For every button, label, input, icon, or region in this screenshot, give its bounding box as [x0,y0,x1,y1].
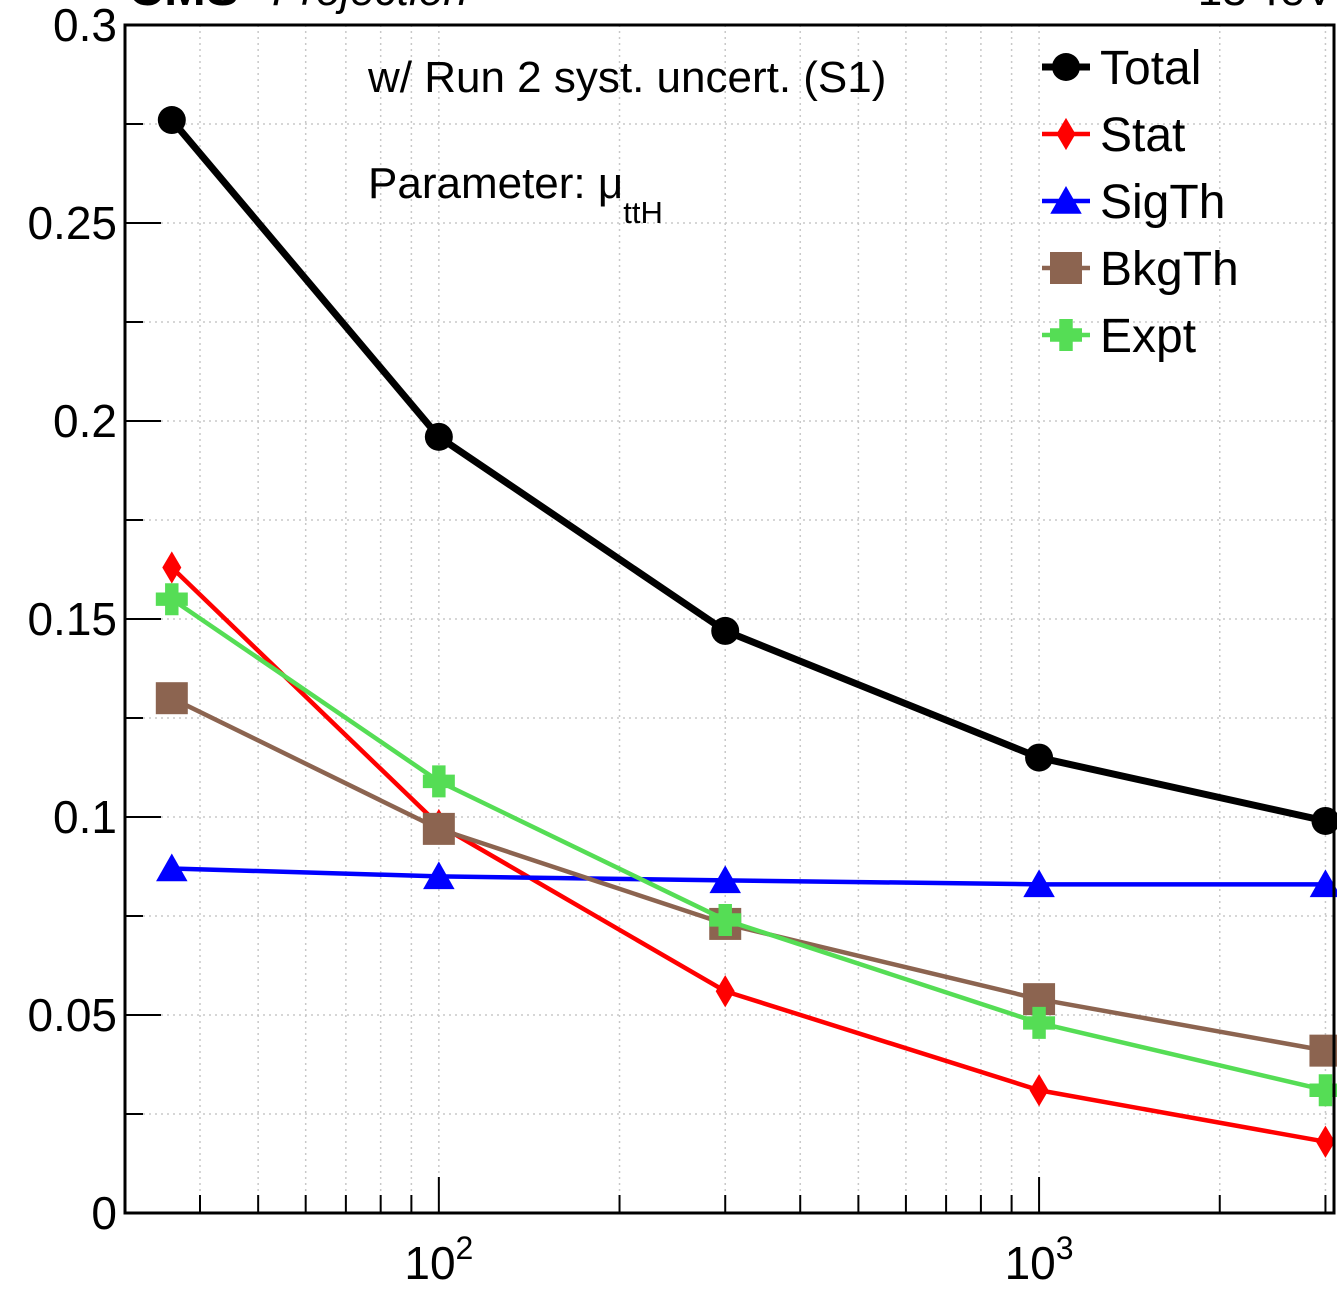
legend-label: Expt [1100,310,1196,363]
series-total [157,106,1337,835]
energy-label: 13 TeV [1198,0,1335,15]
data-point [715,975,735,1008]
legend-marker [1050,319,1082,351]
legend-item-sigth: SigTh [1042,176,1225,229]
grid [124,24,1334,1214]
legend-label: SigTh [1100,176,1225,229]
y-tick-label: 0.3 [53,0,117,51]
data-point [156,853,188,882]
legend-marker [1056,117,1076,151]
data-point [709,903,742,936]
data-point [422,812,455,845]
series-line [171,866,1326,887]
series-line [170,565,1326,1144]
x-tick-exponent: 2 [456,1230,474,1266]
y-tick-label: 0.05 [27,989,117,1041]
x-tick-base: 10 [404,1237,455,1289]
data-point [1029,1074,1049,1107]
data-point [162,551,182,584]
series-line [170,597,1326,1093]
legend-item-bkgth: BkgTh [1042,243,1239,296]
legend-label: Stat [1100,109,1185,162]
data-point [423,861,455,890]
data-point [1309,1074,1337,1107]
data-point [424,422,453,451]
x-tick-base: 10 [1005,1237,1056,1289]
x-tick-label: 103 [1005,1230,1074,1289]
series-layer [155,106,1337,1158]
y-tick-label: 0.15 [27,593,117,645]
data-point [1309,1034,1337,1067]
x-tick-exponent: 3 [1056,1230,1074,1266]
legend-item-total: Total [1042,42,1201,95]
data-point [155,682,188,715]
plot-frame [123,23,1336,1215]
series-sigth [156,853,1337,898]
x-tick-label: 102 [404,1230,473,1289]
y-tick-label: 0.1 [53,791,117,843]
status-label: Projection [272,0,468,15]
data-point [1023,869,1055,898]
parameter-subscript: ttH [623,195,663,230]
parameter-label: Parameter: μttH [368,159,663,230]
parameter-prefix: Parameter: μ [368,159,623,208]
series-expt [155,583,1337,1107]
data-point [422,765,455,798]
legend-label: Total [1100,42,1201,95]
legend-marker [1050,186,1082,214]
data-point [1025,743,1054,772]
data-point [709,865,741,894]
legend-label: BkgTh [1100,243,1239,296]
legend-item-expt: Expt [1042,310,1196,363]
legend-marker [1050,252,1082,284]
y-tick-label: 0.25 [27,197,117,249]
data-point [1311,806,1337,835]
data-point [1315,1125,1335,1158]
y-tick-label: 0 [91,1187,117,1239]
legend-marker [1052,53,1080,81]
data-point [1023,1006,1056,1039]
experiment-label: CMS [128,0,239,16]
data-point [1309,869,1337,898]
legend: Total Stat SigTh BkgTh Expt [1042,42,1239,363]
legend-item-stat: Stat [1042,109,1185,162]
data-point [157,106,186,135]
y-tick-label: 0.2 [53,395,117,447]
data-point [155,583,188,616]
scenario-label: w/ Run 2 syst. uncert. (S1) [367,53,886,102]
data-point [711,616,740,645]
